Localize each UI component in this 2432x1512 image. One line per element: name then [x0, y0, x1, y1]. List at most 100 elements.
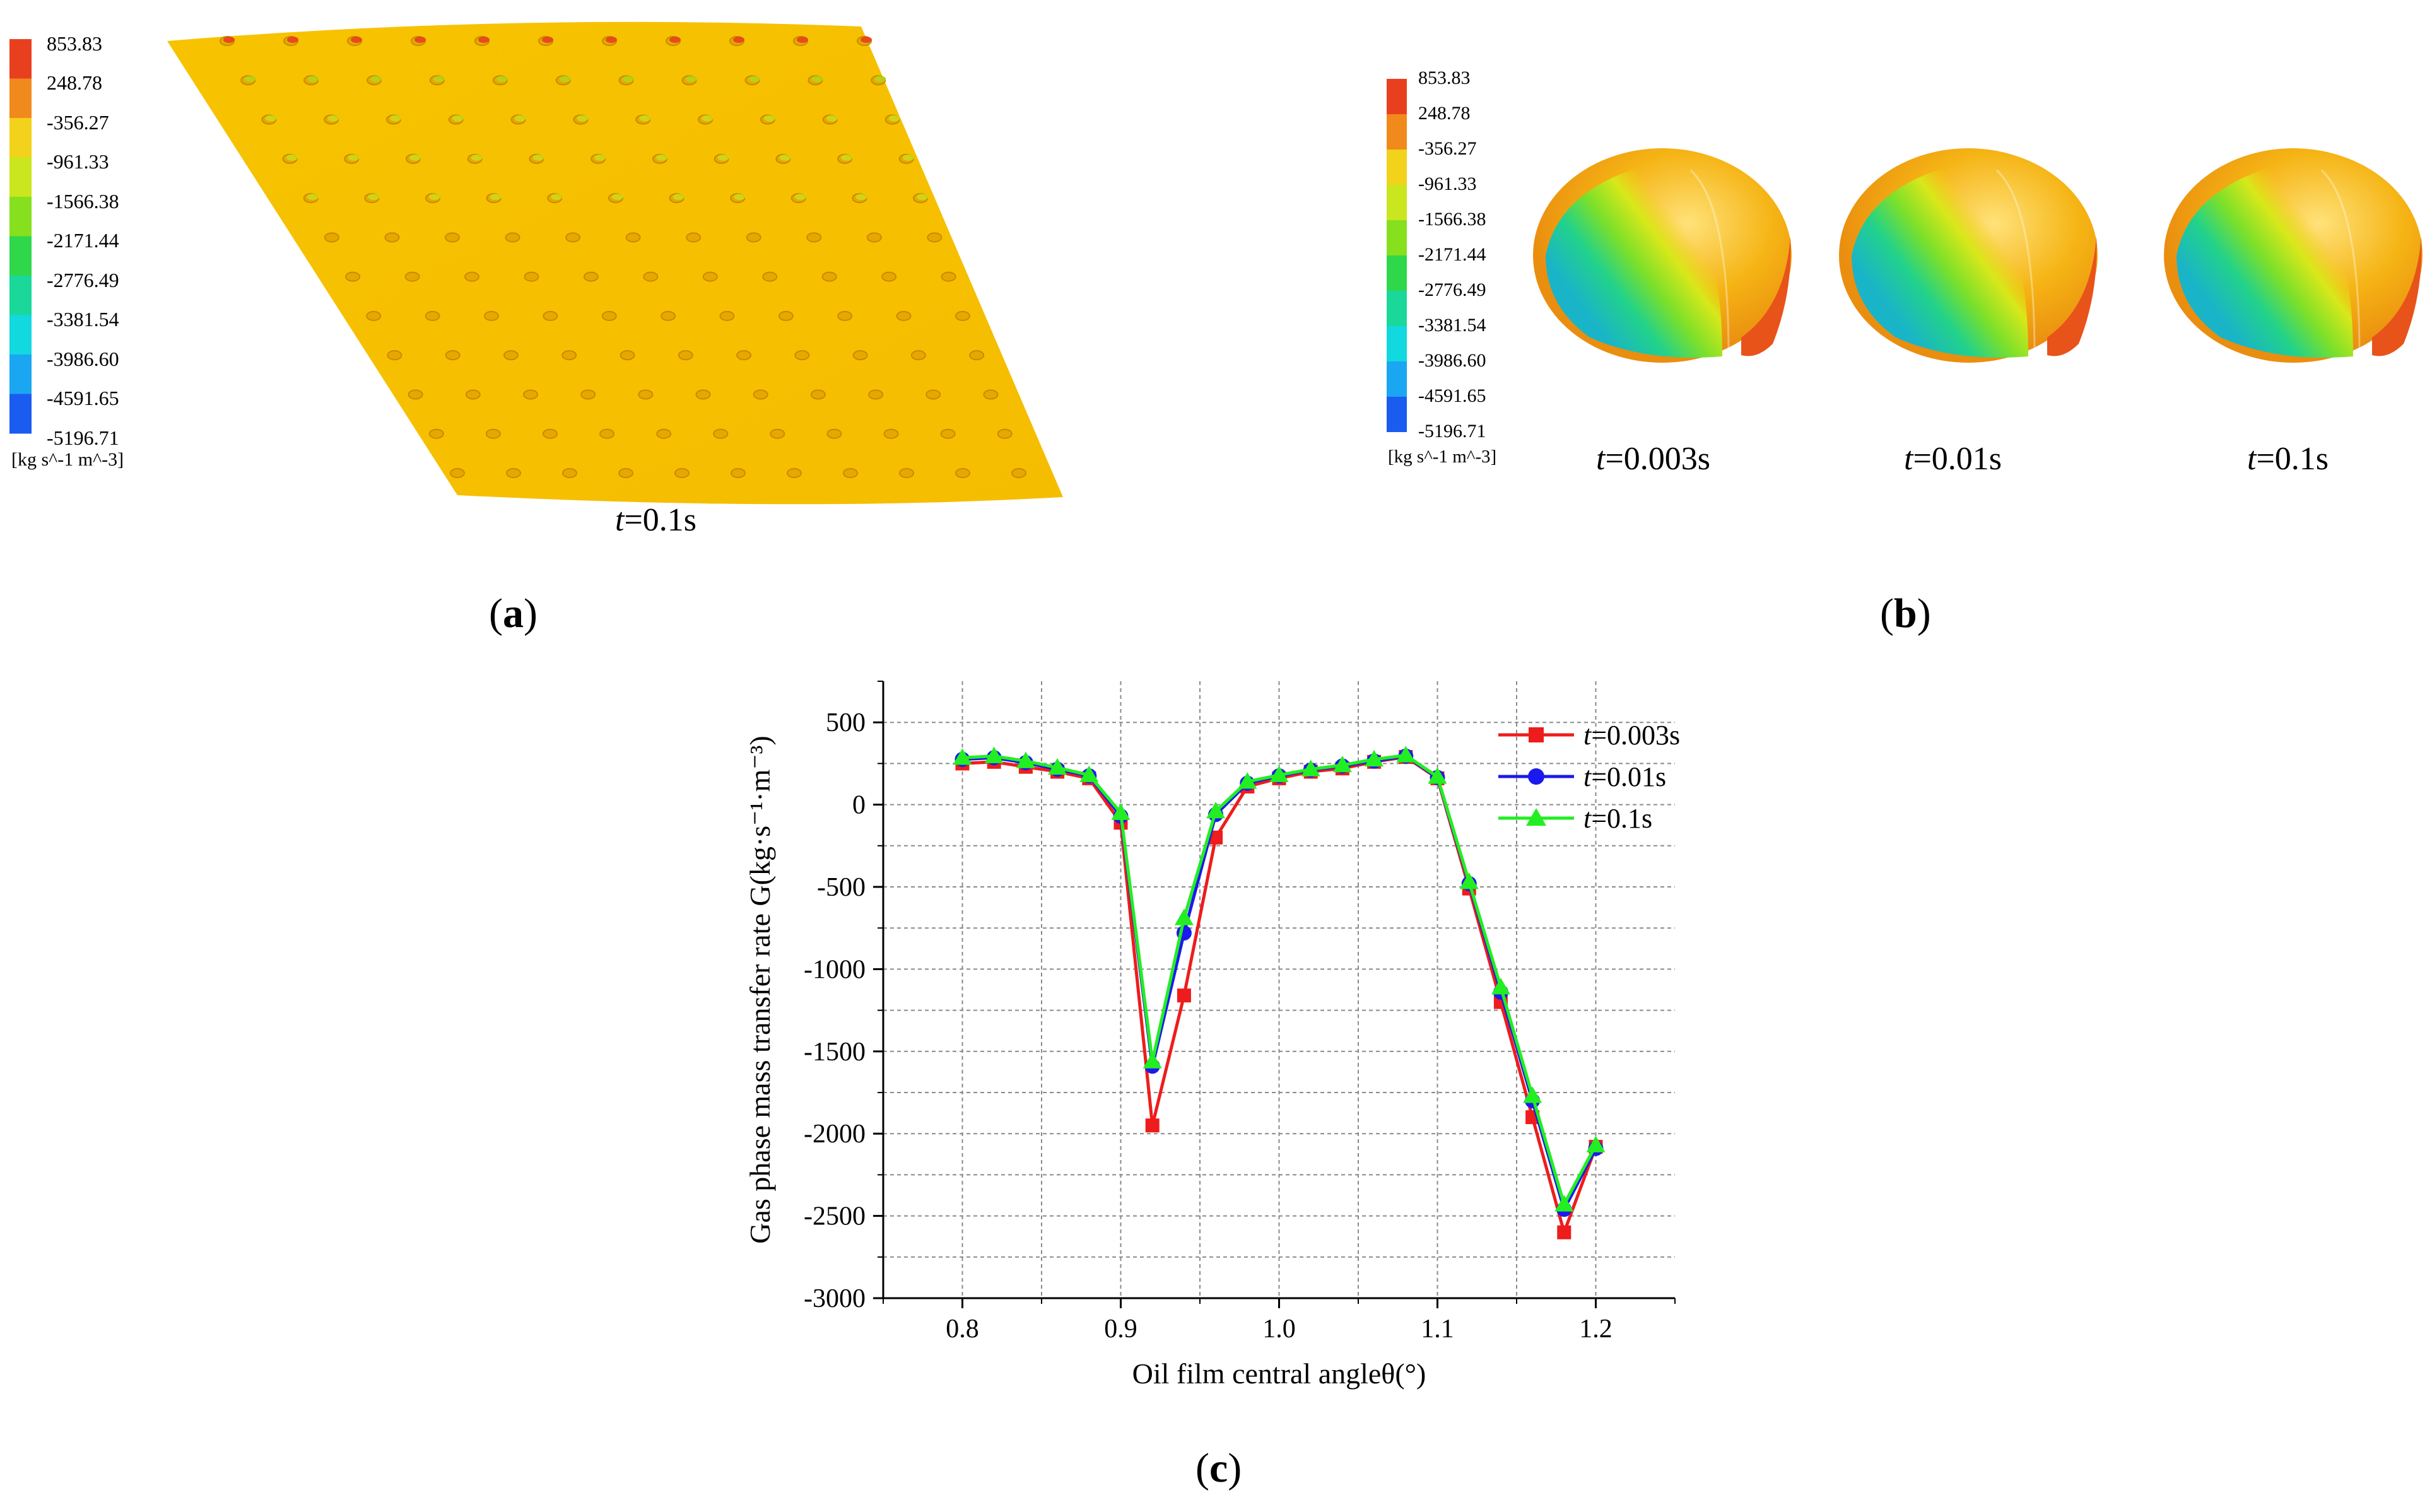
plate-hole	[445, 232, 460, 243]
legend-label: t=0.1s	[1583, 803, 1652, 834]
colorbar-tick-label: -5196.71	[1418, 421, 1486, 442]
plate-hole	[997, 428, 1013, 439]
plate-hole-contour	[307, 194, 319, 201]
plate-hole	[643, 271, 659, 282]
plate-hole	[485, 428, 501, 439]
colorbar-tick-label: -961.33	[1418, 173, 1477, 194]
plate-hole	[387, 350, 402, 361]
plate-hole-contour	[542, 37, 553, 43]
bubble-t001	[1838, 147, 2099, 364]
data-point-triangle	[1554, 1195, 1574, 1212]
plate-hole-contour	[368, 194, 380, 201]
data-point-triangle	[1428, 767, 1447, 784]
plate-hole	[899, 468, 914, 478]
data-point-circle	[1528, 768, 1544, 785]
plate-hole-contour	[917, 194, 929, 201]
plate-hole-contour	[622, 76, 634, 83]
plate-hole	[941, 271, 956, 282]
colorbar-segment	[1387, 220, 1407, 256]
plate-hole-contour	[669, 37, 681, 43]
plate-hole	[345, 271, 361, 282]
data-point-triangle	[984, 746, 1004, 763]
plate-hole-contour	[409, 154, 421, 161]
colorbar-tick-label: 853.83	[1418, 67, 1471, 88]
plate-hole-contour	[888, 115, 900, 122]
plate-hole	[770, 428, 785, 439]
plate-hole	[625, 232, 641, 243]
data-point-square	[1209, 830, 1223, 845]
y-tick-label: -500	[817, 873, 866, 902]
chart-legend: t=0.003s t=0.01s t=0.1s	[1498, 720, 1680, 834]
data-point-triangle	[1079, 765, 1099, 782]
plate-hole-contour	[606, 37, 617, 43]
plate-hole-contour	[811, 76, 823, 83]
plate-hole-contour	[532, 154, 544, 161]
y-tick-label: -2000	[804, 1120, 866, 1149]
data-point-triangle	[1459, 872, 1479, 889]
colorbar-tick-label: -2776.49	[1418, 279, 1486, 300]
colorbar-tick-label: -3986.60	[1418, 350, 1486, 371]
panel-b-time-label-3: t=0.1s	[2247, 441, 2329, 477]
plate-hole	[324, 232, 339, 243]
plate-holes	[220, 36, 1026, 478]
colorbar-b	[1387, 79, 1407, 432]
colorbar-tick-label: 248.78	[47, 71, 102, 95]
data-point-triangle	[1111, 803, 1131, 820]
colorbar-segment	[1387, 79, 1407, 115]
colorbar-segment	[9, 236, 32, 276]
plate-hole-contour	[855, 194, 867, 201]
data-point-triangle	[1174, 908, 1194, 925]
plate-hole-contour	[307, 76, 319, 83]
plate-hole-contour	[717, 154, 729, 161]
colorbar-tick-label: -356.27	[1418, 138, 1477, 159]
legend-label: t=0.01s	[1583, 761, 1666, 792]
x-axis-label: Oil film central angleθ(°)	[1132, 1357, 1426, 1390]
plate-hole	[599, 428, 615, 439]
colorbar-tick-label: -3381.54	[47, 308, 119, 331]
plate-hole-contour	[655, 154, 667, 161]
plate-hole	[408, 389, 423, 400]
plate-hole	[583, 271, 599, 282]
legend-label: t=0.003s	[1583, 720, 1680, 751]
colorbar-a-unit: [kg s^-1 m^-3]	[11, 449, 124, 470]
colorbar-segment	[1387, 114, 1407, 150]
plate-hole-contour	[797, 37, 808, 43]
colorbar-tick-label: -2776.49	[47, 268, 119, 291]
plate-hole	[955, 310, 970, 321]
plate-hole	[445, 350, 461, 361]
data-point-triangle	[1301, 759, 1320, 777]
colorbar-segment	[1387, 291, 1407, 327]
colorbar-segment	[9, 355, 32, 394]
plate-hole-contour	[452, 115, 464, 122]
plate-hole	[806, 232, 822, 243]
plate-surface	[167, 21, 1063, 505]
plate-hole-contour	[794, 194, 806, 201]
plate-hole	[695, 389, 711, 400]
plate-hole	[868, 389, 884, 400]
plate-hole-contour	[327, 115, 339, 122]
plate-hole-contour	[748, 76, 760, 83]
plate-hole	[702, 271, 718, 282]
colorbar-tick-label: 853.83	[47, 32, 102, 55]
plate-hole	[821, 271, 837, 282]
plate-hole	[927, 232, 943, 243]
plate-contour	[167, 21, 1063, 505]
plate-hole-contour	[826, 115, 838, 122]
colorbar-tick-label: 248.78	[1418, 103, 1471, 124]
colorbar-segment	[9, 394, 32, 434]
x-tick-label: 0.8	[946, 1315, 979, 1344]
plate-hole	[940, 428, 956, 439]
bubble-t01	[2163, 147, 2424, 364]
plate-hole-contour	[902, 154, 914, 161]
plate-hole	[674, 468, 690, 478]
plate-hole-contour	[611, 194, 623, 201]
chart-grid	[883, 681, 1675, 1298]
plate-hole	[503, 350, 519, 361]
plate-hole	[580, 389, 596, 400]
plate-hole	[837, 310, 853, 321]
plate-hole	[983, 389, 999, 400]
plate-hole	[505, 232, 520, 243]
data-point-triangle	[1586, 1135, 1606, 1152]
data-point-square	[1177, 988, 1191, 1003]
plate-hole	[561, 350, 577, 361]
